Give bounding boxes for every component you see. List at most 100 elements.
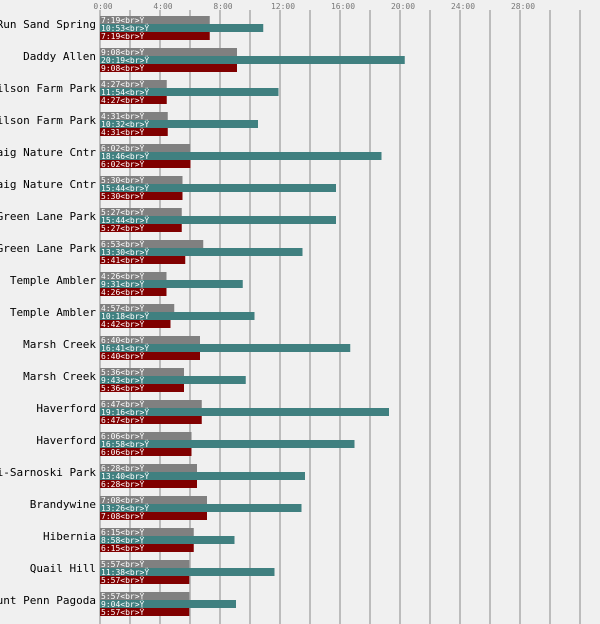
category-label: Wilson Farm Park bbox=[0, 82, 96, 95]
bar bbox=[100, 80, 167, 88]
bar-label: 7:19<br>Ÿ bbox=[101, 31, 145, 41]
bar bbox=[100, 256, 186, 264]
bar-label: 6:02<br>Ÿ bbox=[101, 159, 145, 169]
bar bbox=[100, 504, 302, 512]
bar-label: 5:57<br>Ÿ bbox=[101, 607, 145, 617]
bar-label: 10:18<br>Ÿ bbox=[101, 311, 149, 321]
bar-label: 11:54<br>Ÿ bbox=[101, 87, 149, 97]
bar bbox=[100, 536, 235, 544]
bar bbox=[100, 192, 183, 200]
bar bbox=[100, 304, 175, 312]
bar-label: 5:27<br>Ÿ bbox=[101, 223, 145, 233]
bar bbox=[100, 368, 184, 376]
x-tick-label: 16:00 bbox=[331, 2, 355, 11]
bar bbox=[100, 120, 258, 128]
bar-label: 5:41<br>Ÿ bbox=[101, 255, 145, 265]
bar bbox=[100, 448, 192, 456]
category-label: Kaig Nature Cntr bbox=[0, 146, 96, 159]
bar-label: 6:15<br>Ÿ bbox=[101, 543, 145, 553]
bar-label: 6:02<br>Ÿ bbox=[101, 143, 145, 153]
bar-label: 15:44<br>Ÿ bbox=[101, 215, 149, 225]
bar bbox=[100, 64, 237, 72]
bar bbox=[100, 208, 182, 216]
bar bbox=[100, 496, 207, 504]
bar bbox=[100, 320, 171, 328]
bar bbox=[100, 144, 191, 152]
bar-label: 4:31<br>Ÿ bbox=[101, 111, 145, 121]
bar-label: 4:26<br>Ÿ bbox=[101, 271, 145, 281]
category-label: Run Sand Spring bbox=[0, 18, 96, 31]
bar bbox=[100, 224, 182, 232]
bar-label: 5:30<br>Ÿ bbox=[101, 191, 145, 201]
bar bbox=[100, 312, 255, 320]
bar bbox=[100, 248, 303, 256]
x-tick-label: 8:00 bbox=[213, 2, 232, 11]
category-label: Green Lane Park bbox=[0, 210, 96, 223]
category-label: Wilson Farm Park bbox=[0, 114, 96, 127]
bar-label: 6:53<br>Ÿ bbox=[101, 239, 145, 249]
x-tick-label: 0:00 bbox=[93, 2, 112, 11]
category-label: Marsh Creek bbox=[23, 370, 96, 383]
bar-label: 4:42<br>Ÿ bbox=[101, 319, 145, 329]
bar bbox=[100, 336, 200, 344]
bar bbox=[100, 464, 197, 472]
bar bbox=[100, 88, 279, 96]
bar bbox=[100, 432, 192, 440]
bar-label: 4:57<br>Ÿ bbox=[101, 303, 145, 313]
bar-label: 19:16<br>Ÿ bbox=[101, 407, 149, 417]
bar bbox=[100, 240, 204, 248]
bar-label: 5:57<br>Ÿ bbox=[101, 559, 145, 569]
bar-label: 16:58<br>Ÿ bbox=[101, 439, 149, 449]
bar bbox=[100, 568, 275, 576]
category-label: Hibernia bbox=[43, 530, 96, 543]
bar bbox=[100, 512, 207, 520]
bar bbox=[100, 16, 210, 24]
bar-label: 4:31<br>Ÿ bbox=[101, 127, 145, 137]
bar-label: 20:19<br>Ÿ bbox=[101, 55, 149, 65]
bar bbox=[100, 528, 194, 536]
category-label: Temple Ambler bbox=[10, 306, 96, 319]
bar bbox=[100, 560, 190, 568]
category-label: Haverford bbox=[36, 434, 96, 447]
bar bbox=[100, 184, 336, 192]
bar bbox=[100, 576, 190, 584]
bar bbox=[100, 608, 190, 616]
bar-label: 6:47<br>Ÿ bbox=[101, 415, 145, 425]
bar-label: 4:27<br>Ÿ bbox=[101, 79, 145, 89]
x-tick-label: 20:00 bbox=[391, 2, 415, 11]
bar-label: 6:40<br>Ÿ bbox=[101, 335, 145, 345]
bar bbox=[100, 56, 405, 64]
bar bbox=[100, 416, 202, 424]
bar bbox=[100, 112, 168, 120]
bar bbox=[100, 32, 210, 40]
bar-label: 6:06<br>Ÿ bbox=[101, 447, 145, 457]
bar bbox=[100, 128, 168, 136]
x-tick-label: 24:00 bbox=[451, 2, 475, 11]
bar-label: 6:28<br>Ÿ bbox=[101, 479, 145, 489]
bar bbox=[100, 592, 190, 600]
category-label: Daddy Allen bbox=[23, 50, 96, 63]
bar bbox=[100, 400, 202, 408]
bar-label: 5:36<br>Ÿ bbox=[101, 383, 145, 393]
bar-label: 9:08<br>Ÿ bbox=[101, 47, 145, 57]
bar bbox=[100, 352, 200, 360]
bar-label: 6:06<br>Ÿ bbox=[101, 431, 145, 441]
bar-label: 13:26<br>Ÿ bbox=[101, 503, 149, 513]
category-label: Marsh Creek bbox=[23, 338, 96, 351]
bar bbox=[100, 280, 243, 288]
bar bbox=[100, 600, 236, 608]
bar bbox=[100, 384, 184, 392]
x-tick-label: 4:00 bbox=[153, 2, 172, 11]
bar-label: 6:47<br>Ÿ bbox=[101, 399, 145, 409]
bar bbox=[100, 152, 382, 160]
bar bbox=[100, 48, 237, 56]
bar-label: 13:30<br>Ÿ bbox=[101, 247, 149, 257]
bar-label: 18:46<br>Ÿ bbox=[101, 151, 149, 161]
bar bbox=[100, 176, 183, 184]
bar-label: 7:08<br>Ÿ bbox=[101, 495, 145, 505]
bar bbox=[100, 544, 194, 552]
bar-label: 5:36<br>Ÿ bbox=[101, 367, 145, 377]
category-label: Brandywine bbox=[30, 498, 96, 511]
bar-label: 11:38<br>Ÿ bbox=[101, 567, 149, 577]
